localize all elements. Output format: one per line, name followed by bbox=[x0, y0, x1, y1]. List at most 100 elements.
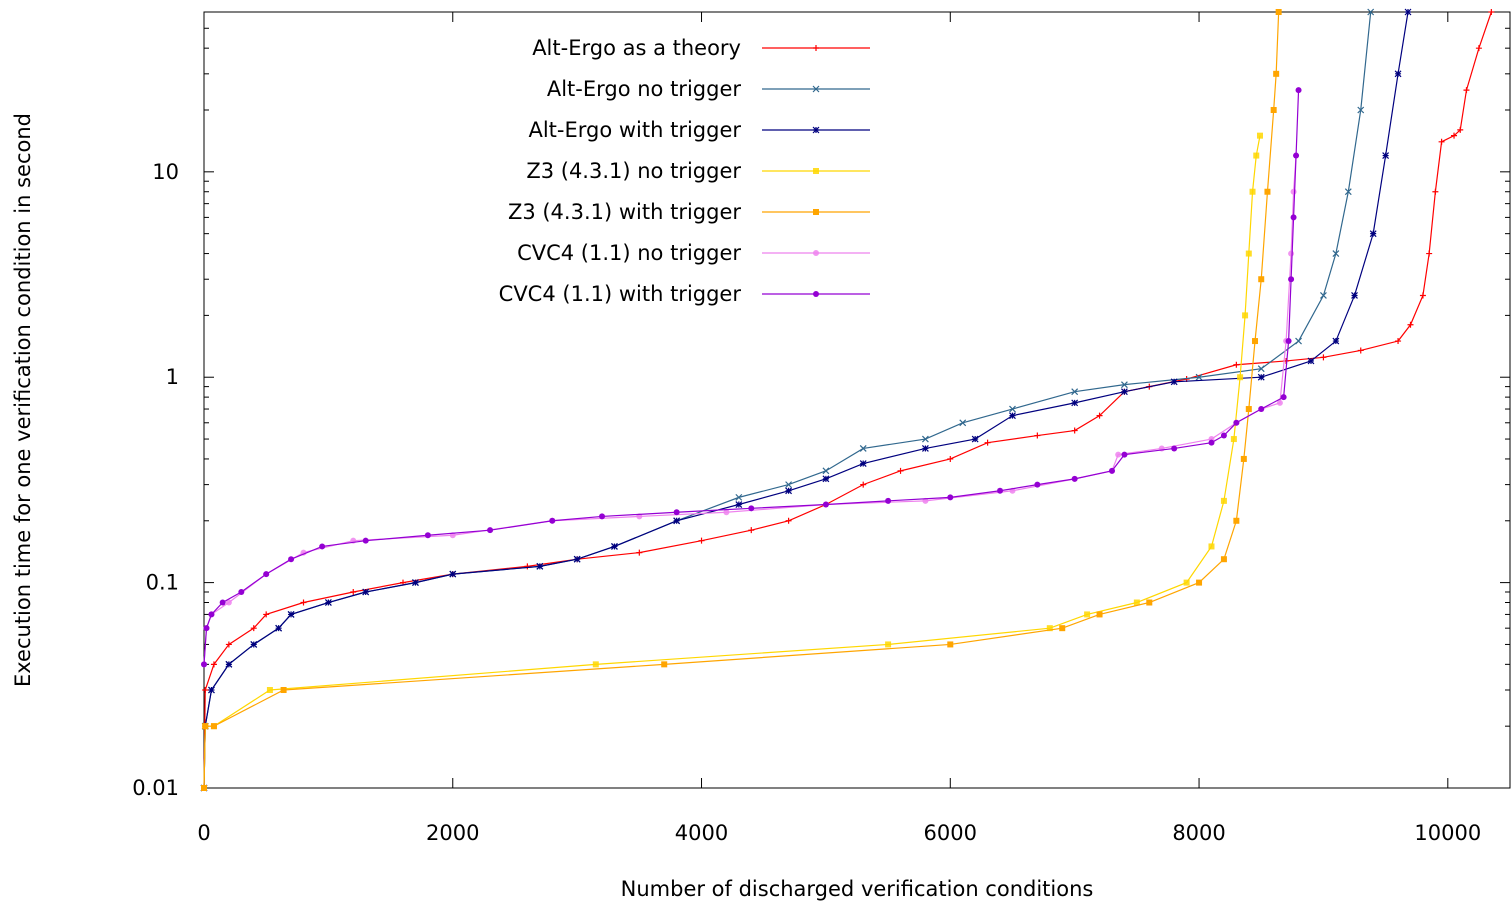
data-point bbox=[971, 435, 979, 443]
data-point bbox=[1242, 312, 1249, 319]
x-tick-label: 0 bbox=[197, 821, 210, 845]
data-point bbox=[1249, 188, 1256, 195]
data-point bbox=[524, 563, 531, 570]
data-point bbox=[449, 570, 457, 578]
data-point bbox=[1351, 292, 1358, 299]
data-point bbox=[1233, 361, 1240, 368]
data-point bbox=[1253, 152, 1260, 159]
data-point bbox=[661, 661, 668, 668]
data-point bbox=[997, 487, 1004, 494]
data-point bbox=[673, 509, 680, 516]
data-point bbox=[1096, 412, 1103, 419]
data-point bbox=[1463, 87, 1470, 94]
data-point bbox=[947, 641, 954, 648]
data-point bbox=[673, 517, 681, 525]
data-point bbox=[1220, 497, 1227, 504]
series-line bbox=[203, 11, 1372, 789]
data-point bbox=[1220, 432, 1227, 439]
data-point bbox=[1084, 611, 1091, 618]
data-point bbox=[897, 467, 904, 474]
data-point bbox=[210, 661, 217, 668]
data-point bbox=[487, 527, 494, 534]
series-4 bbox=[201, 9, 1282, 791]
data-point bbox=[424, 532, 431, 539]
data-point bbox=[1183, 579, 1190, 586]
data-point bbox=[1357, 347, 1364, 354]
x-tick-label: 4000 bbox=[675, 821, 728, 845]
data-point bbox=[592, 661, 599, 668]
data-point bbox=[1332, 250, 1340, 257]
data-point bbox=[785, 517, 792, 524]
data-point bbox=[1276, 399, 1283, 406]
data-point bbox=[860, 481, 867, 488]
legend-label: Alt-Ergo with trigger bbox=[528, 118, 741, 142]
data-point bbox=[275, 624, 283, 632]
series-layer bbox=[200, 8, 1495, 792]
data-point bbox=[225, 641, 232, 648]
data-point bbox=[1146, 599, 1153, 606]
data-point bbox=[1290, 188, 1297, 195]
data-point bbox=[984, 439, 991, 446]
data-point bbox=[263, 611, 270, 618]
data-point bbox=[1382, 152, 1390, 159]
data-point bbox=[362, 537, 369, 544]
data-point bbox=[1220, 556, 1227, 563]
data-point bbox=[1170, 378, 1178, 386]
data-point bbox=[1395, 338, 1402, 345]
data-point bbox=[350, 589, 357, 596]
data-point bbox=[1245, 250, 1252, 257]
legend-label: Z3 (4.3.1) with trigger bbox=[508, 200, 741, 224]
data-point bbox=[1475, 45, 1482, 52]
data-point bbox=[280, 687, 287, 694]
data-point bbox=[1451, 132, 1458, 139]
data-point bbox=[885, 641, 892, 648]
data-point bbox=[1432, 188, 1439, 195]
data-point bbox=[1195, 373, 1203, 381]
data-point bbox=[263, 571, 270, 578]
data-point bbox=[1293, 152, 1300, 159]
data-point bbox=[1295, 87, 1302, 94]
data-point bbox=[362, 588, 370, 596]
series-line bbox=[203, 11, 1280, 789]
data-point bbox=[324, 599, 332, 606]
legend-swatch-marker bbox=[812, 85, 820, 93]
data-point bbox=[1171, 445, 1178, 452]
data-point bbox=[1288, 250, 1295, 257]
data-point bbox=[1367, 8, 1375, 16]
data-point bbox=[225, 660, 233, 668]
series-3 bbox=[201, 132, 1263, 791]
data-point bbox=[208, 686, 215, 694]
data-point bbox=[250, 625, 257, 632]
data-point bbox=[748, 505, 755, 512]
series-2 bbox=[200, 8, 1412, 792]
data-point bbox=[785, 481, 793, 489]
legend-swatch-marker bbox=[812, 126, 820, 134]
data-point bbox=[1009, 412, 1016, 420]
data-point bbox=[1237, 374, 1244, 381]
legend-swatch-marker bbox=[813, 45, 819, 51]
data-point bbox=[201, 661, 207, 668]
data-point bbox=[1344, 188, 1352, 196]
data-point bbox=[1096, 611, 1103, 618]
data-point bbox=[1258, 276, 1265, 283]
data-point bbox=[1394, 70, 1402, 78]
data-point bbox=[1257, 373, 1265, 381]
data-point bbox=[1059, 625, 1066, 632]
data-point bbox=[1108, 467, 1115, 474]
data-point bbox=[1285, 338, 1292, 345]
data-point bbox=[238, 589, 245, 596]
legend-label: Alt-Ergo no trigger bbox=[547, 77, 742, 101]
data-point bbox=[636, 549, 643, 556]
data-point bbox=[885, 497, 892, 504]
data-point bbox=[300, 599, 307, 606]
data-point bbox=[1046, 625, 1053, 632]
data-point bbox=[735, 501, 743, 508]
data-point bbox=[219, 599, 226, 606]
legend-swatch-marker bbox=[813, 250, 819, 256]
x-tick-label: 2000 bbox=[426, 821, 479, 845]
data-point bbox=[288, 556, 295, 563]
data-point bbox=[1288, 276, 1295, 283]
data-point bbox=[1034, 432, 1041, 439]
data-point bbox=[1233, 517, 1240, 524]
data-point bbox=[412, 579, 419, 587]
